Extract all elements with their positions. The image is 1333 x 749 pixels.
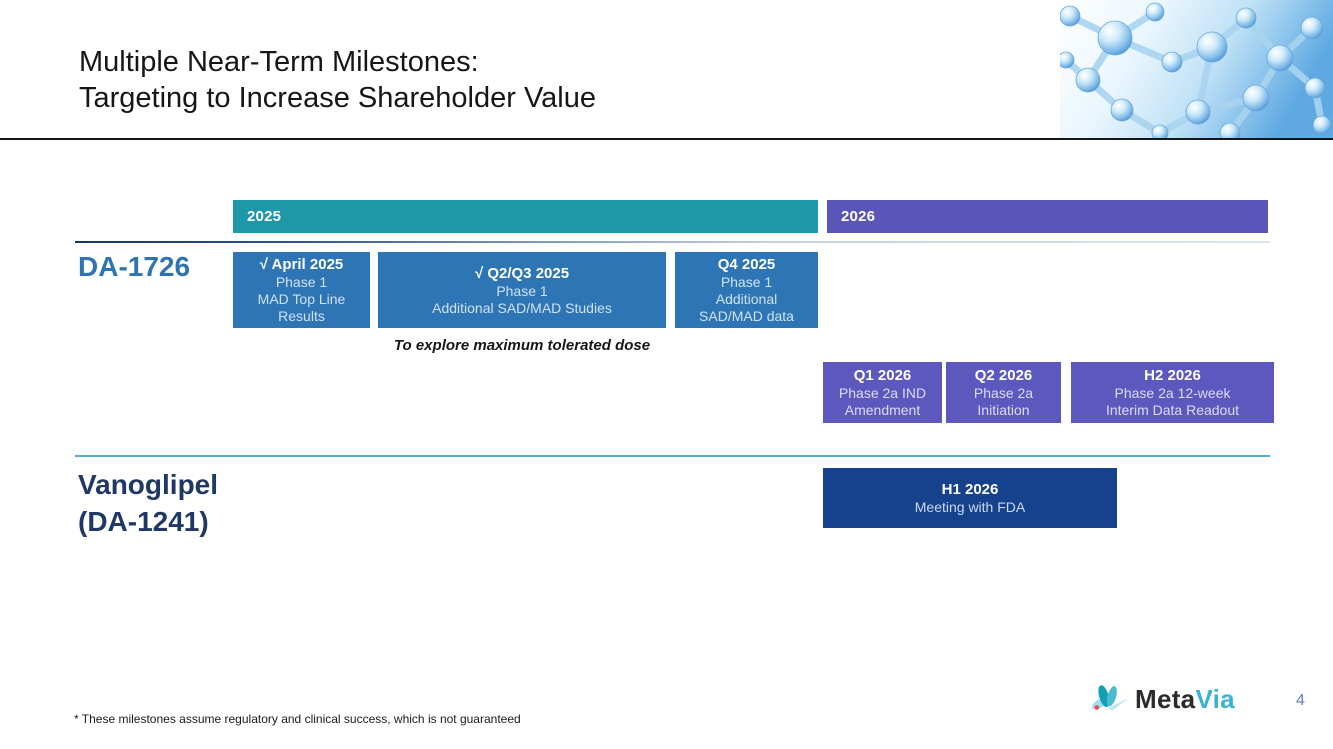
milestone-line: Additional [715,291,778,307]
milestone-line: Phase 2a 12-week [1114,385,1231,401]
milestone-line: MAD Top Line [257,291,346,307]
milestone-title: Q1 2026 [853,367,912,384]
milestone-box-q2q3-2025: √ Q2/Q3 2025 Phase 1 Additional SAD/MAD … [378,252,666,328]
vanoglipel-label-line1: Vanoglipel [78,469,219,500]
milestone-line: Phase 2a IND [838,385,927,401]
slide-title: Multiple Near-Term Milestones: Targeting… [79,44,596,116]
milestone-box-h1-2026-fda: H1 2026 Meeting with FDA [823,468,1117,528]
milestone-box-q4-2025: Q4 2025 Phase 1 Additional SAD/MAD data [675,252,818,328]
milestone-line: SAD/MAD data [699,308,794,324]
slide-title-line2: Targeting to Increase Shareholder Value [79,82,596,114]
page-number: 4 [1296,692,1305,709]
row-label-vanoglipel: Vanoglipel (DA-1241) [78,466,218,540]
milestone-line: Amendment [844,402,921,418]
row-divider [75,455,1270,457]
milestone-line: Phase 1 [720,274,773,290]
year-label-2025: 2025 [247,208,282,225]
mtd-note: To explore maximum tolerated dose [393,337,651,354]
milestone-box-h2-2026: H2 2026 Phase 2a 12-week Interim Data Re… [1071,362,1274,423]
milestone-box-april-2025: √ April 2025 Phase 1 MAD Top Line Result… [233,252,370,328]
milestone-line: Phase 2a [973,385,1034,401]
milestone-line: Initiation [977,402,1030,418]
metavia-logo: MetaVia [1090,683,1235,715]
milestone-title: H2 2026 [1144,367,1201,384]
year-bar-2026: 2026 [827,200,1268,233]
milestone-title: Q2 2026 [974,367,1033,384]
milestone-box-q1-2026: Q1 2026 Phase 2a IND Amendment [823,362,942,423]
timeline-divider [75,241,1270,243]
year-bar-2025: 2025 [233,200,818,233]
logo-text-meta: Meta [1135,683,1196,714]
milestone-title: H1 2026 [941,481,999,498]
footnote: * These milestones assume regulatory and… [74,712,521,726]
metavia-bird-icon [1092,685,1129,711]
milestone-line: Additional SAD/MAD Studies [432,299,612,316]
milestone-line: Results [278,308,325,324]
milestone-line: Phase 1 [496,282,548,299]
row-label-da1726: DA-1726 [78,251,191,282]
header-divider [0,138,1333,140]
vanoglipel-label-line2: (DA-1241) [78,506,209,537]
milestone-title: √ Q2/Q3 2025 [474,264,570,282]
milestone-title: Q4 2025 [717,256,776,273]
milestone-line: Meeting with FDA [914,499,1026,515]
milestone-box-q2-2026: Q2 2026 Phase 2a Initiation [946,362,1061,423]
milestone-line: Interim Data Readout [1105,402,1240,418]
molecule-decoration-image [1060,0,1333,138]
milestone-title: √ April 2025 [259,256,344,273]
slide-title-line1: Multiple Near-Term Milestones: [79,46,479,78]
milestone-line: Phase 1 [275,274,328,290]
year-label-2026: 2026 [841,208,876,225]
logo-text-via: Via [1195,683,1235,714]
metavia-logo-text: MetaVia [1135,684,1235,715]
